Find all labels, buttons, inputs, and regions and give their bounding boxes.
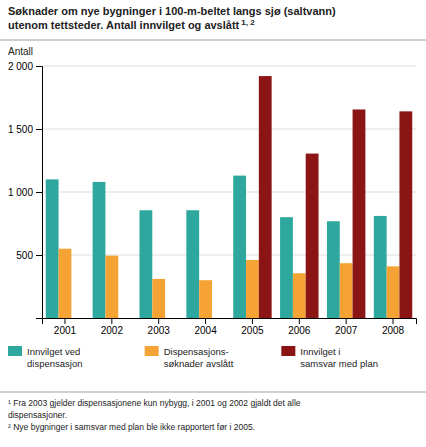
axis-line <box>43 319 417 325</box>
legend-swatch <box>8 346 22 356</box>
bar <box>399 111 412 318</box>
bar <box>353 109 366 318</box>
footnote: ¹ Fra 2003 gjelder dispensasjonene kun n… <box>8 398 301 408</box>
bar <box>152 279 165 318</box>
bar <box>93 182 106 318</box>
tick: 2 000 <box>8 61 42 72</box>
bar <box>280 217 293 318</box>
plot: 5001 0001 5002 0002001200220032004200520… <box>8 61 417 336</box>
bar <box>165 318 178 319</box>
tick: 2002 <box>101 318 124 336</box>
bar <box>259 76 272 318</box>
tick: 2001 <box>54 318 77 336</box>
tick: 500 <box>16 250 42 261</box>
y-axis: 500 1 000 1 500 2 000 <box>8 61 43 319</box>
tick-label: 2002 <box>101 325 124 336</box>
bar <box>186 210 199 318</box>
legend-item: Innvilget isamsvar med plan <box>281 346 378 369</box>
bar <box>59 249 72 318</box>
bar <box>118 318 131 319</box>
tick-mark <box>36 192 42 193</box>
tick-mark <box>393 318 394 324</box>
tick-mark <box>158 318 159 324</box>
tick: 2004 <box>194 318 217 336</box>
tick: 1 500 <box>8 124 42 135</box>
tick-mark <box>36 129 42 130</box>
bar <box>293 273 306 318</box>
title-superscript: 1, 2 <box>241 18 255 27</box>
footnote: dispensasjoner. <box>8 410 67 420</box>
tick-label: 1 000 <box>8 187 33 198</box>
tick-label: 2001 <box>54 325 77 336</box>
legend: Innvilget veddispensasjon Dispensasjons-s… <box>8 346 378 369</box>
legend-item: Dispensasjons-søknader avslått <box>145 346 234 369</box>
tick-label: 2 000 <box>8 61 33 72</box>
bar <box>233 176 246 318</box>
bar <box>105 256 118 318</box>
divider <box>0 392 426 393</box>
bar <box>46 179 59 318</box>
bar <box>306 154 319 318</box>
bar <box>246 260 259 318</box>
chart: Søknader om nye bygninger i 100-m-beltet… <box>0 0 426 447</box>
tick: 2005 <box>241 318 264 336</box>
tick: 2006 <box>288 318 311 336</box>
tick-mark <box>36 66 42 67</box>
tick-label: 2004 <box>194 325 217 336</box>
tick: 2007 <box>335 318 358 336</box>
tick: 2008 <box>382 318 405 336</box>
x-axis: 2001 2002 2003 2004 2005 2006 2007 2008 <box>43 318 417 336</box>
bar-series <box>59 249 400 318</box>
tick-label: 2007 <box>335 325 358 336</box>
title: Søknader om nye bygninger i 100-m-beltet… <box>8 5 336 31</box>
tick-mark <box>346 318 347 324</box>
tick-label: 2006 <box>288 325 311 336</box>
divider <box>0 40 426 41</box>
bar <box>327 221 340 318</box>
bar <box>71 318 84 319</box>
bar <box>374 216 387 318</box>
bar <box>212 318 225 319</box>
legend-item: Innvilget veddispensasjon <box>8 346 82 369</box>
grid-line <box>42 66 416 67</box>
bar-series <box>46 176 387 318</box>
legend-label: Innvilget isamsvar med plan <box>300 346 378 369</box>
bars <box>46 76 413 318</box>
tick-label: 500 <box>16 250 33 261</box>
tick-mark <box>111 318 112 324</box>
bar <box>387 266 400 318</box>
tick-mark <box>36 255 42 256</box>
tick-mark <box>205 318 206 324</box>
tick-label: 2008 <box>382 325 405 336</box>
axis-line <box>36 67 43 319</box>
legend-label: Innvilget veddispensasjon <box>27 346 82 369</box>
bar-series <box>259 76 412 318</box>
tick: 1 000 <box>8 187 42 198</box>
tick-label: 1 500 <box>8 124 33 135</box>
tick-label: 2005 <box>241 325 264 336</box>
tick: 2003 <box>148 318 171 336</box>
y-axis-label: Antall <box>8 46 33 57</box>
legend-label: Dispensasjons-søknader avslått <box>164 346 234 369</box>
bar <box>199 280 212 318</box>
footnote: ² Nye bygninger i samsvar med plan ble i… <box>8 422 255 432</box>
tick-mark <box>64 318 65 324</box>
tick-label: 2003 <box>148 325 171 336</box>
bar <box>139 210 152 318</box>
legend-swatch <box>281 346 295 356</box>
tick-mark <box>299 318 300 324</box>
legend-swatch <box>145 346 159 356</box>
bar <box>340 263 353 318</box>
tick-mark <box>252 318 253 324</box>
